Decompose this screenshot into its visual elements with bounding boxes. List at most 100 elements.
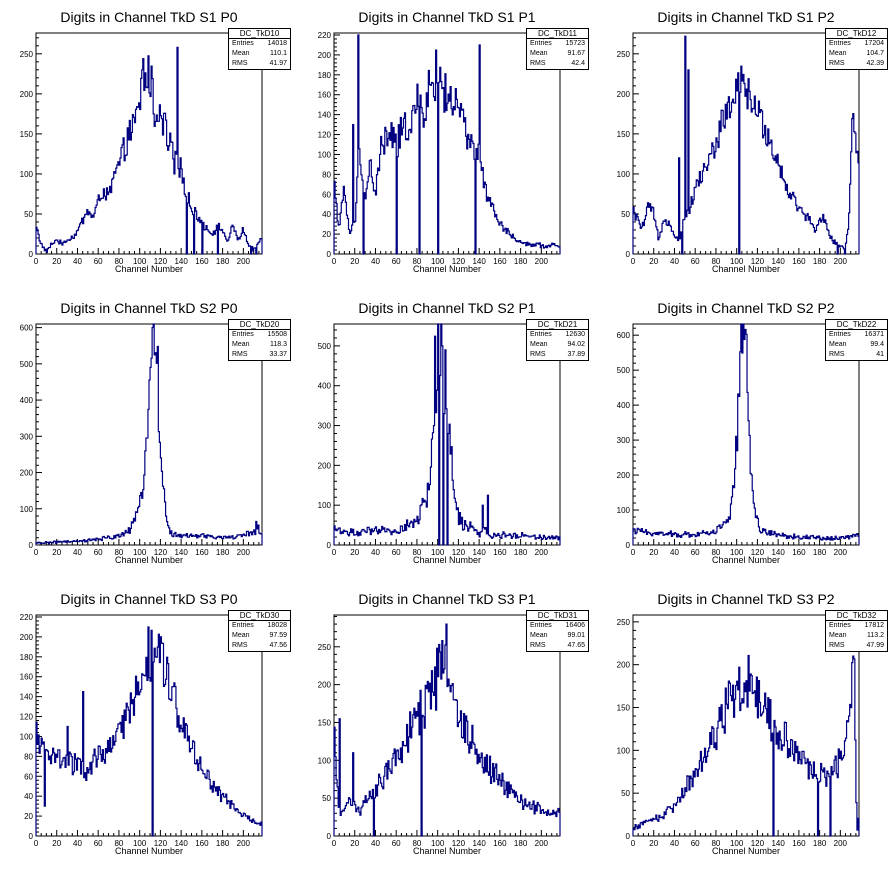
x-axis-label: Channel Number: [711, 264, 781, 274]
x-tick-label: 180: [216, 548, 230, 557]
x-tick-label: 40: [371, 839, 380, 848]
stats-rms-label: RMS: [232, 642, 248, 649]
stats-histogram-name: DC_TkD10: [229, 29, 290, 39]
x-tick-label: 60: [691, 257, 700, 266]
stats-entries-label: Entries: [530, 622, 552, 629]
stats-histogram-name: DC_TkD22: [826, 320, 887, 330]
x-tick-label: 100: [730, 257, 744, 266]
y-tick-label: 160: [318, 91, 332, 100]
y-tick-label: 60: [24, 772, 33, 781]
x-tick-label: 80: [412, 548, 421, 557]
y-tick-label: 200: [318, 461, 332, 470]
stats-mean-label: Mean: [530, 632, 548, 639]
x-tick-label: 20: [649, 257, 658, 266]
histogram-panel: Digits in Channel TkD S3 P1 0 20 40 60 80 100 1…: [298, 582, 596, 872]
stats-mean-value: 104.7: [866, 50, 884, 57]
chart-title: Digits in Channel TkD S1 P0: [60, 9, 238, 25]
stats-mean-label: Mean: [530, 50, 548, 57]
x-tick-label: 120: [452, 548, 466, 557]
stats-mean-row: Mean 104.7: [826, 49, 887, 59]
x-tick-label: 60: [94, 548, 103, 557]
stats-histogram-name: DC_TkD11: [527, 29, 588, 39]
x-tick-label: 0: [332, 548, 337, 557]
x-tick-label: 200: [535, 257, 549, 266]
stats-rms-label: RMS: [829, 642, 845, 649]
y-tick-label: 120: [318, 131, 332, 140]
stats-rms-label: RMS: [829, 351, 845, 358]
x-tick-label: 80: [114, 257, 123, 266]
histogram-panel: Digits in Channel TkD S3 P0 0 20 40 60 80 100 1…: [0, 582, 298, 872]
x-tick-label: 200: [834, 257, 848, 266]
x-axis-label: Channel Number: [412, 846, 482, 856]
x-tick-label: 120: [154, 548, 168, 557]
stats-rms-label: RMS: [232, 60, 248, 67]
x-axis-label: Channel Number: [114, 555, 184, 565]
stats-rms-row: RMS 37.89: [527, 350, 588, 360]
stats-entries-value: 17812: [864, 622, 884, 629]
stats-mean-label: Mean: [829, 632, 847, 639]
stats-mean-label: Mean: [232, 50, 250, 57]
y-tick-label: 20: [322, 230, 331, 239]
stats-histogram-name: DC_TkD21: [527, 320, 588, 330]
x-tick-label: 140: [174, 548, 188, 557]
x-tick-label: 20: [649, 839, 658, 848]
plot-frame: [35, 32, 263, 255]
y-tick-label: 300: [318, 422, 332, 431]
y-tick-label: 250: [318, 643, 332, 652]
stats-entries-row: Entries 17204: [826, 39, 887, 49]
x-tick-label: 180: [216, 257, 230, 266]
stats-mean-value: 99.01: [567, 632, 585, 639]
stats-histogram-name: DC_TkD32: [826, 611, 887, 621]
x-tick-label: 0: [34, 839, 39, 848]
x-tick-label: 0: [332, 839, 337, 848]
y-tick-label: 0: [29, 832, 34, 841]
y-tick-label: 220: [20, 613, 34, 622]
stats-mean-row: Mean 113.2: [826, 631, 887, 641]
y-tick-label: 0: [327, 250, 332, 259]
x-tick-label: 60: [691, 839, 700, 848]
y-tick-label: 100: [617, 746, 631, 755]
y-tick-label: 250: [20, 50, 34, 59]
stats-entries-row: Entries 17812: [826, 621, 887, 631]
stats-mean-value: 118.3: [270, 341, 287, 348]
y-tick-label: 140: [20, 693, 34, 702]
y-tick-label: 50: [621, 210, 630, 219]
y-tick-label: 200: [20, 469, 34, 478]
stats-rms-value: 37.89: [567, 351, 585, 358]
y-tick-label: 100: [20, 732, 34, 741]
histogram-plot: 0 20 40 60 80 100 120 140 160 180 200 0 100 200 300 400…: [617, 323, 860, 557]
stats-entries-label: Entries: [829, 331, 851, 338]
y-tick-label: 80: [24, 752, 33, 761]
stats-rms-value: 42.4: [571, 60, 585, 67]
y-tick-label: 60: [322, 190, 331, 199]
x-tick-label: 100: [730, 839, 744, 848]
x-axis-label: Channel Number: [114, 846, 184, 856]
y-tick-label: 50: [24, 210, 33, 219]
chart-title: Digits in Channel TkD S3 P1: [358, 591, 536, 607]
stats-entries-label: Entries: [829, 622, 851, 629]
stats-rms-label: RMS: [530, 351, 546, 358]
histogram-plot: 0 20 40 60 80 100 120 140 160 180 200 0 20 40 60 80 100 1…: [318, 31, 561, 266]
stats-entries-label: Entries: [232, 331, 254, 338]
stats-mean-label: Mean: [232, 632, 250, 639]
stats-entries-value: 16371: [864, 331, 884, 338]
x-tick-label: 100: [431, 548, 445, 557]
stats-entries-label: Entries: [829, 40, 851, 47]
x-tick-label: 120: [154, 257, 168, 266]
stats-entries-label: Entries: [232, 40, 254, 47]
histogram-series-line: [35, 46, 263, 255]
histogram-series-line: [35, 626, 263, 837]
x-tick-label: 20: [52, 548, 61, 557]
stats-rms-label: RMS: [829, 60, 845, 67]
y-tick-label: 200: [318, 51, 332, 60]
x-tick-label: 60: [392, 548, 401, 557]
x-tick-label: 180: [813, 839, 827, 848]
x-tick-label: 100: [730, 548, 744, 557]
stats-rms-value: 42.39: [866, 60, 884, 67]
y-tick-label: 100: [318, 756, 332, 765]
histogram-series-line: [35, 323, 263, 545]
x-tick-label: 40: [73, 548, 82, 557]
y-tick-label: 160: [20, 673, 34, 682]
x-tick-label: 40: [73, 839, 82, 848]
x-tick-label: 40: [73, 257, 82, 266]
